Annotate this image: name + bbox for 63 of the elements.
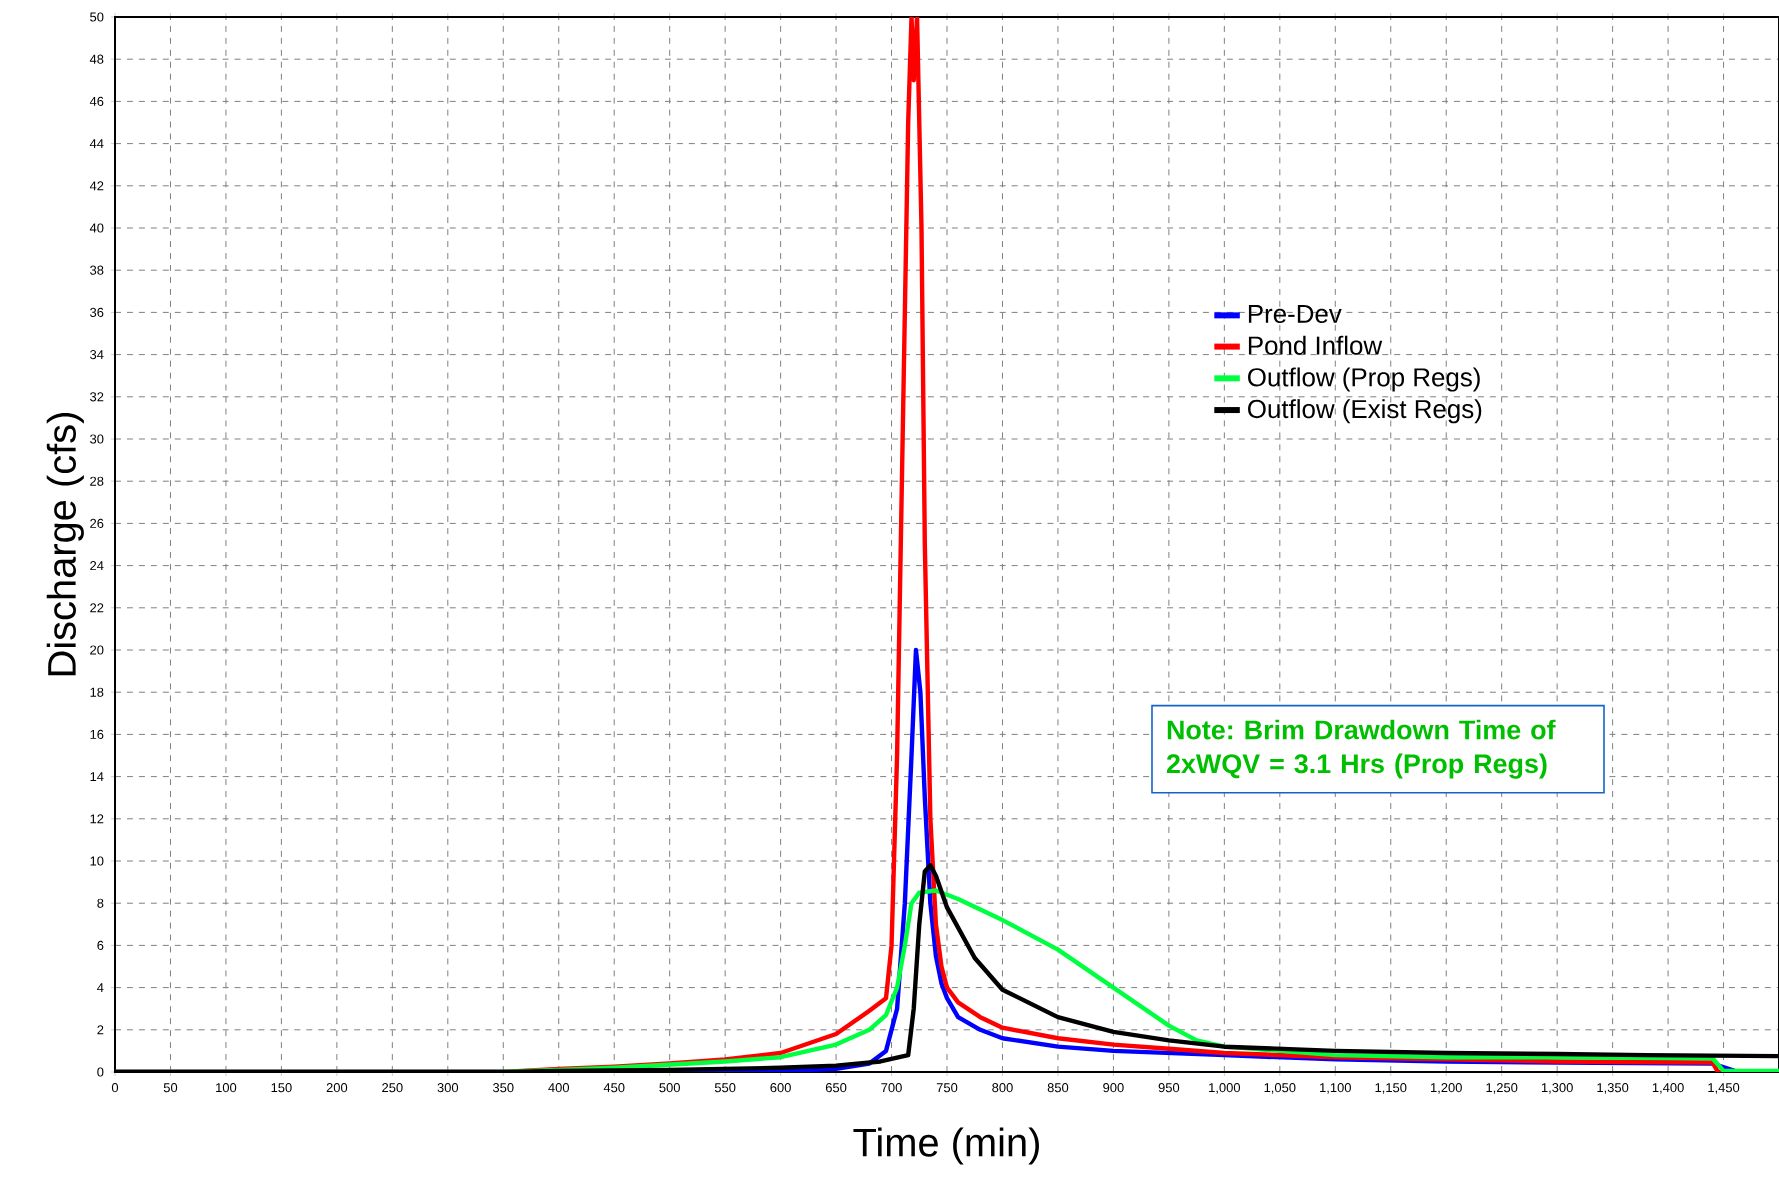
x-tick-label: 200 [326,1083,348,1093]
y-tick-label: 30 [90,434,104,444]
x-tick-label: 900 [1103,1083,1124,1093]
legend-label: Outflow (Exist Regs) [1248,399,1482,424]
legend-label: Pre-Dev [1248,304,1342,324]
y-tick-label: 34 [90,350,104,360]
y-tick-label: 36 [90,307,104,317]
y-tick-label: 46 [89,96,104,106]
x-tick-label: 800 [992,1083,1013,1093]
x-tick-label: 150 [271,1083,292,1093]
y-tick-label: 18 [90,687,104,697]
x-tick-label: 50 [163,1083,178,1093]
y-tick-label: 16 [90,729,104,739]
y-tick-label: 48 [89,54,104,64]
x-tick-label: 850 [1047,1083,1069,1093]
x-tick-label: 600 [770,1083,791,1093]
y-tick-label: 14 [90,772,104,782]
x-tick-label: 400 [548,1083,570,1093]
y-tick-label: 28 [90,476,104,486]
y-tick-label: 20 [90,645,104,655]
x-tick-label: 350 [492,1083,514,1093]
x-tick-label: 0 [111,1083,119,1093]
y-tick-label: 42 [89,181,104,191]
y-tick-label: 10 [90,856,104,866]
x-tick-label: 450 [603,1083,625,1093]
y-tick-label: 40 [89,223,104,233]
y-tick-label: 38 [90,265,104,275]
x-tick-label: 1,150 [1375,1083,1407,1094]
x-tick-label: 1,000 [1209,1083,1241,1094]
x-tick-label: 500 [659,1083,680,1093]
x-tick-label: 750 [936,1083,958,1093]
y-axis-title: Discharge (cfs) [46,413,84,676]
legend-label: Outflow (Prop Regs) [1248,367,1480,392]
y-tick-label: 6 [97,940,104,950]
x-tick-label: 300 [437,1083,459,1093]
x-tick-label: 250 [382,1083,403,1093]
y-tick-label: 4 [97,983,104,993]
legend-label: Pond Inflow [1248,335,1383,355]
x-tick-label: 1,250 [1486,1083,1518,1094]
annotation: Note: Brim Drawdown Time of 2xWQV = 3.1 Hrs (Prop Regs) [1166,719,1556,779]
y-tick-label: 44 [89,139,104,149]
x-tick-label: 1,100 [1320,1083,1351,1094]
x-tick-label: 1,350 [1597,1083,1629,1094]
x-tick-label: 100 [216,1083,237,1093]
y-tick-label: 50 [90,12,104,22]
y-tick-label: 32 [90,392,104,402]
x-tick-label: 700 [881,1083,902,1093]
y-tick-label: 24 [90,561,104,571]
y-tick-label: 2 [97,1025,104,1035]
y-tick-label: 0 [97,1067,104,1077]
x-tick-label: 950 [1158,1083,1180,1093]
y-tick-label: 26 [90,518,104,528]
x-tick-label: 550 [714,1083,736,1093]
y-tick-label: 12 [90,814,104,824]
x-tick-label: 1,450 [1708,1083,1740,1094]
y-tick-label: 22 [90,603,104,613]
x-tick-label: 1,050 [1264,1083,1296,1094]
x-tick-label: 1,200 [1431,1083,1462,1094]
x-tick-label: 650 [825,1083,847,1093]
x-axis-title: Time (min) [853,1127,1039,1165]
x-tick-label: 1,400 [1652,1083,1684,1094]
y-tick-label: 8 [97,898,104,908]
x-tick-label: 1,300 [1541,1083,1573,1094]
